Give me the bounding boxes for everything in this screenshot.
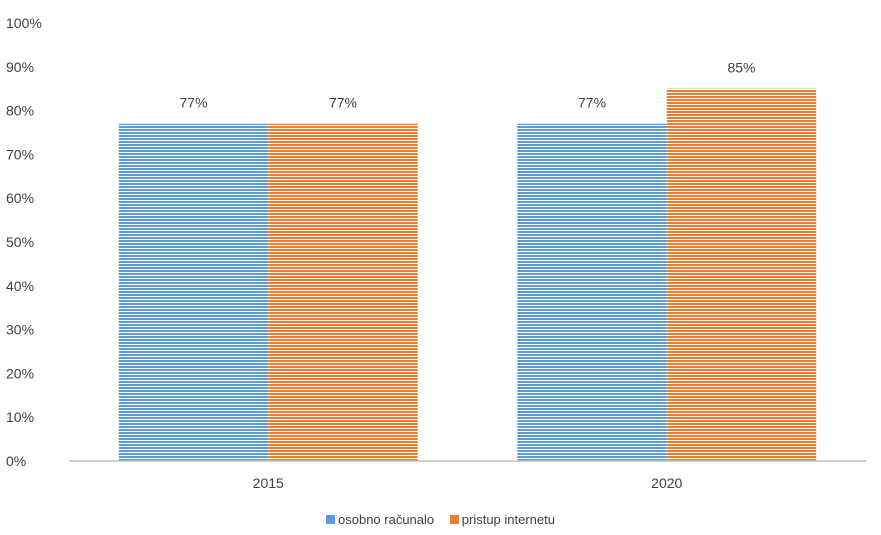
data-label: 77% (180, 95, 208, 111)
legend-item-pristup-internetu: pristup internetu (449, 512, 555, 527)
y-axis-ticks: 0% 10% 20% 30% 40% 50% 60% 70% 80% 90% 100% (6, 15, 42, 469)
data-label: 77% (578, 95, 606, 111)
y-tick-label: 60% (6, 190, 34, 206)
y-tick-label: 10% (6, 409, 34, 425)
bar (666, 88, 817, 461)
y-tick-label: 40% (6, 278, 34, 294)
x-tick-label: 2020 (651, 475, 682, 491)
bars (118, 88, 817, 462)
legend-label-osobno-racunalo: osobno računalo (338, 512, 435, 527)
x-axis-ticks: 2015 2020 (253, 475, 683, 491)
legend-label-pristup-internetu: pristup internetu (461, 512, 555, 527)
y-tick-label: 70% (6, 146, 34, 162)
y-tick-label: 90% (6, 59, 34, 75)
data-label: 77% (329, 95, 357, 111)
bar (517, 123, 667, 462)
bar (118, 123, 269, 462)
legend-swatch-osobno-racunalo (326, 515, 335, 524)
y-tick-label: 20% (6, 365, 34, 381)
data-labels: 77% 77% 77% 85% (180, 60, 756, 111)
data-label: 85% (727, 60, 755, 76)
y-tick-label: 30% (6, 322, 34, 338)
bar (268, 123, 418, 462)
y-tick-label: 80% (6, 103, 34, 119)
legend: osobno računalo pristup internetu (0, 512, 881, 527)
x-tick-label: 2015 (253, 475, 284, 491)
legend-item-osobno-racunalo: osobno računalo (326, 512, 434, 527)
y-tick-label: 0% (6, 453, 26, 469)
y-tick-label: 100% (6, 15, 42, 31)
legend-swatch-pristup-internetu (449, 515, 459, 524)
y-tick-label: 50% (6, 234, 34, 250)
